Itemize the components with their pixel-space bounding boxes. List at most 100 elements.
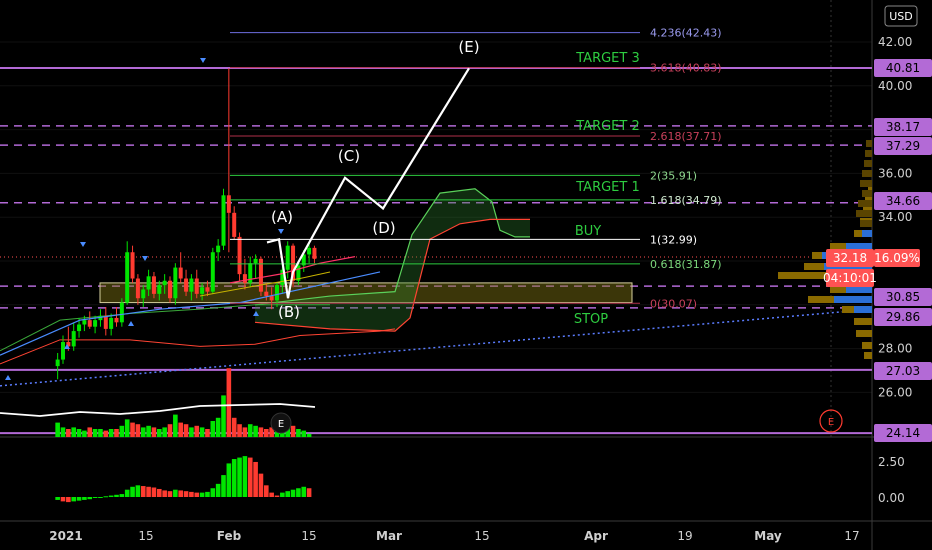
volume-ma (0, 403, 316, 417)
price-tag (874, 118, 932, 136)
profile-bar (860, 220, 872, 227)
price-tag-label: 38.17 (886, 120, 920, 134)
fib-label: 1.618(34.79) (650, 194, 722, 207)
currency-label: USD (889, 10, 913, 23)
fib-label: 0.618(31.87) (650, 258, 722, 271)
price-tag-label: 29.86 (886, 310, 920, 324)
volume-bar (162, 427, 167, 437)
y-tick-label: 36.00 (878, 166, 912, 180)
volume-bar (178, 422, 183, 437)
candle-body (264, 291, 269, 297)
candle-body (237, 236, 242, 275)
osc-bar (290, 489, 296, 497)
currency-badge[interactable]: USD (884, 5, 918, 27)
osc-bar (124, 489, 130, 497)
price-tag (874, 137, 932, 155)
osc-bar (215, 483, 221, 497)
candle-body (141, 289, 146, 299)
volume-bar (157, 429, 162, 437)
osc-bar (146, 486, 151, 497)
price-tag (874, 308, 932, 326)
volume-bar (98, 429, 103, 437)
volume-bar (296, 429, 301, 437)
wave-label: (E) (458, 38, 479, 56)
osc-bar (258, 473, 264, 497)
candle-body (71, 331, 76, 347)
candle-body (184, 278, 189, 292)
osc-bar (108, 495, 114, 497)
signal-marker (5, 375, 11, 380)
osc-bar (296, 488, 301, 497)
osc-bar (280, 492, 285, 497)
volume-bar (55, 422, 60, 437)
y-tick-label: 40.00 (878, 79, 912, 93)
fib-label: 1(32.99) (650, 233, 697, 246)
candle-body (189, 278, 194, 292)
x-tick-label: 17 (844, 529, 859, 543)
price-tag-label: 24.14 (886, 426, 920, 440)
volume-bar (92, 429, 98, 437)
candlestick-series (5, 58, 317, 380)
candle-body (61, 342, 65, 360)
y-tick-label: 26.00 (878, 385, 912, 399)
osc-bar (71, 497, 76, 502)
price-tag-label: 04:10:01 (823, 271, 877, 285)
candle-body (269, 296, 274, 301)
y-tick-label: 34.00 (878, 210, 912, 224)
osc-bar (130, 486, 135, 497)
signal-marker (142, 256, 148, 261)
osc-bar (157, 488, 162, 497)
y-tick-label: 28.00 (878, 342, 912, 356)
candle-body (130, 252, 135, 279)
x-tick-label: 15 (301, 529, 316, 543)
candle-body (55, 359, 60, 367)
candle-body (173, 267, 178, 299)
profile-bar (866, 140, 872, 147)
earnings-label: E (828, 417, 834, 428)
candle-body (285, 245, 290, 270)
target-label: TARGET 2 (575, 119, 640, 134)
profile-bar (865, 150, 872, 157)
price-tag (874, 192, 932, 210)
volume-bar (103, 430, 109, 437)
profile-bar (856, 330, 872, 337)
profile-bar (862, 342, 872, 349)
candle-body (162, 280, 167, 286)
osc-tick-label: 2.50 (878, 455, 905, 469)
osc-bar (140, 486, 146, 497)
x-tick-label: 2021 (49, 529, 82, 543)
wave-label: (D) (372, 219, 395, 237)
candle-body (194, 278, 199, 294)
volume-bar (71, 427, 76, 437)
candle-body (98, 315, 103, 321)
fibonacci-levels: 4.236(42.43) 3.618(40.83) 2.618(37.71) 2(35… (230, 27, 722, 310)
ma-yellow (199, 271, 331, 297)
target-labels: TARGET 3 TARGET 2 TARGET 1 BUY STOP (574, 51, 640, 327)
profile-bar-inner (834, 296, 872, 303)
osc-bar (178, 490, 183, 497)
volume-bar (269, 427, 274, 437)
osc-bar (114, 494, 119, 497)
volume-bar (66, 429, 71, 437)
candle-body (301, 254, 306, 266)
profile-bar-inner (854, 306, 872, 313)
x-tick-label: May (754, 529, 782, 543)
ma-blue (0, 271, 381, 356)
osc-bar (194, 492, 200, 497)
candle-body (109, 317, 114, 329)
profile-bar (865, 196, 872, 203)
candle-body (232, 212, 237, 237)
volume-bar (140, 427, 146, 437)
volume-bar (221, 395, 226, 437)
osc-bar (301, 486, 307, 497)
osc-bar (231, 459, 237, 497)
price-tag (874, 288, 932, 306)
osc-bar (189, 491, 194, 497)
osc-bar (242, 456, 248, 497)
osc-bar (237, 457, 242, 497)
fib-label: 3.618(40.83) (650, 62, 722, 75)
signal-marker (128, 321, 134, 326)
volume-bar (301, 430, 307, 437)
